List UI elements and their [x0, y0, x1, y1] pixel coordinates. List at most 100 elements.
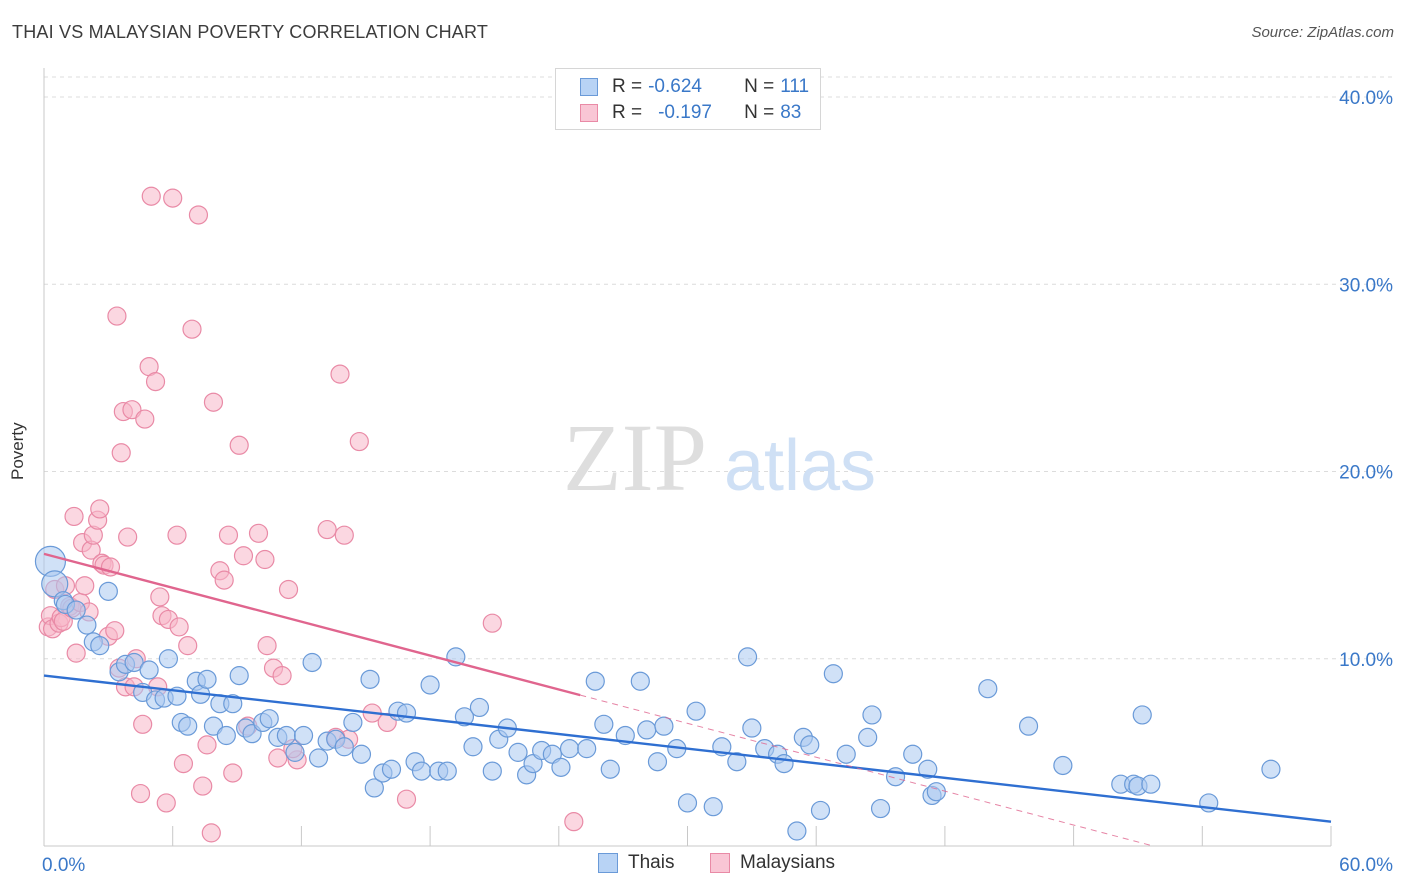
malaysians-label: Malaysians [740, 852, 836, 873]
thai-point-16 [158, 649, 179, 669]
thai-point-75 [647, 752, 668, 772]
thai-point-68 [577, 739, 597, 759]
malay-point-69 [278, 579, 299, 600]
malay-point-68 [272, 666, 292, 686]
thai-point-61 [508, 742, 528, 762]
malay-point-11 [66, 643, 86, 663]
legend-item-thais[interactable]: Thais [598, 852, 674, 874]
thai-point-57 [469, 697, 490, 718]
thai-point-109 [1132, 705, 1152, 725]
malay-point-64 [255, 549, 275, 570]
thai-point-8 [98, 581, 118, 601]
legend-row-malay: R = -0.197 N = 83 [580, 100, 801, 126]
series-legend: Thais Malaysians [0, 852, 1406, 876]
axes [43, 68, 1332, 847]
legend-row-thai: R = -0.624 N = 111 [580, 74, 809, 100]
malay-point-41 [150, 587, 170, 607]
malay-point-50 [182, 319, 202, 339]
thai-point-91 [810, 800, 831, 821]
malay-point-46 [167, 525, 187, 545]
malay-point-63 [248, 523, 269, 543]
thai-point-37 [308, 748, 329, 768]
thai-point-11 [124, 652, 144, 673]
thai-point-90 [800, 735, 820, 755]
malay-point-65 [257, 636, 277, 656]
thai-point-73 [630, 671, 650, 691]
thai-point-93 [836, 744, 856, 764]
thai-point-23 [203, 716, 224, 736]
malay-point-52 [193, 776, 213, 796]
malay-point-39 [145, 372, 166, 392]
thai-point-95 [862, 705, 882, 725]
thai-point-5 [77, 615, 97, 635]
malay-point-75 [349, 431, 369, 452]
malay-point-19 [90, 499, 110, 519]
thai-point-99 [918, 759, 938, 779]
malay-point-10 [64, 506, 84, 527]
malay-point-80 [564, 812, 584, 832]
malay-point-67 [268, 748, 288, 768]
malay-point-55 [203, 392, 224, 412]
malay-point-73 [334, 525, 354, 545]
malay-r-value: -0.197 [658, 102, 712, 123]
thai-point-42 [351, 744, 372, 764]
thai-point-111 [1261, 759, 1281, 779]
malay-n-value: 83 [780, 102, 802, 123]
thai-point-36 [302, 652, 322, 673]
malay-n-label: N = [744, 102, 775, 123]
thai-point-4 [66, 600, 86, 620]
thai-point-79 [686, 701, 706, 721]
legend-item-malaysians[interactable]: Malaysians [710, 852, 835, 874]
thai-point-92 [823, 664, 843, 684]
thai-point-104 [1053, 755, 1073, 776]
watermark-zip: ZIP [563, 404, 707, 511]
malay-point-30 [118, 527, 138, 547]
thai-point-35 [293, 725, 314, 746]
malay-swatch [580, 104, 598, 122]
watermark: ZIP atlas [563, 404, 876, 511]
thai-n-label: N = [744, 76, 775, 97]
thai-point-84 [742, 718, 762, 738]
malay-point-38 [141, 186, 161, 206]
malay-point-57 [214, 570, 234, 590]
malay-trend-line [43, 552, 581, 697]
thai-point-50 [411, 761, 432, 781]
malay-point-45 [163, 188, 183, 208]
malay-point-36 [135, 409, 155, 429]
thai-point-44 [364, 778, 384, 798]
trend-lines [43, 552, 1332, 847]
thai-point-88 [787, 821, 807, 841]
x-tick-label-0: 0.0% [42, 855, 85, 876]
thai-point-33 [276, 725, 296, 746]
source-label: Source: ZipAtlas.com [1251, 24, 1394, 41]
thai-point-34 [285, 742, 305, 762]
thai-point-46 [381, 759, 402, 779]
thai-point-27 [229, 666, 249, 686]
malay-point-72 [330, 364, 350, 384]
y-tick-label-40: 40.0% [1339, 88, 1393, 109]
y-tick-label-30: 30.0% [1339, 275, 1393, 296]
thai-point-48 [396, 703, 417, 723]
thai-point-76 [654, 716, 674, 736]
malay-point-27 [111, 443, 131, 463]
thais-swatch [598, 853, 618, 873]
malay-point-31 [122, 400, 142, 420]
malay-point-51 [188, 205, 209, 225]
thai-trend-line [43, 674, 1332, 823]
thai-point-83 [737, 647, 758, 667]
grid-lines [44, 76, 1392, 660]
watermark-atlas: atlas [724, 426, 876, 506]
thai-point-31 [259, 709, 279, 729]
thai-point-26 [223, 694, 243, 714]
malay-point-14 [75, 576, 95, 596]
thai-point-19 [178, 716, 198, 736]
thai-point-87 [774, 754, 794, 774]
thai-point-108 [1141, 774, 1161, 794]
chart-title: THAI VS MALAYSIAN POVERTY CORRELATION CH… [12, 22, 489, 42]
malay-point-53 [197, 735, 217, 755]
malay-point-48 [173, 754, 194, 774]
thai-point-80 [703, 797, 723, 817]
thai-point-7 [90, 636, 110, 656]
thai-point-22 [197, 669, 217, 689]
malay-point-49 [178, 636, 198, 656]
